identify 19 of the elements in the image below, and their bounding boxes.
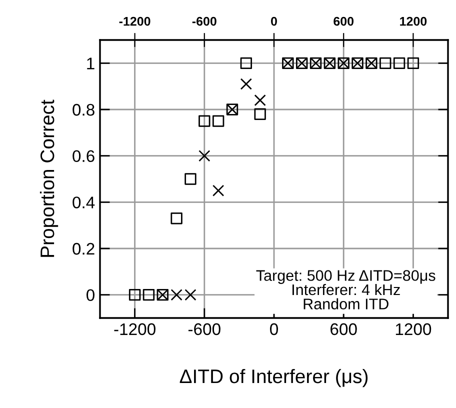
annotation: Target: 500 Hz ΔITD=80μs Interferer: 4 kHz Random ITD	[256, 270, 436, 310]
x-tick-label: 0	[270, 323, 278, 336]
y-axis-title: Proportion Correct	[40, 100, 58, 257]
x2-tick-label: -600	[192, 16, 216, 26]
x2-tick-label: 1200	[400, 16, 427, 26]
x2-tick-label: 0	[271, 16, 277, 26]
y-tick-label: 0.8	[72, 104, 94, 116]
y-tick-label: 0.6	[72, 150, 94, 162]
y-tick-label: 0.2	[72, 242, 94, 255]
x-tick-label: 1200	[396, 323, 432, 336]
y-tick-label: 0.4	[72, 196, 95, 208]
x-axis-title: ΔITD of Interferer (μs)	[180, 368, 368, 388]
x2-tick-label: -1200	[119, 16, 150, 26]
y-tick-label: 0	[86, 289, 94, 302]
x-tick-label: -1200	[114, 323, 156, 336]
x-tick-label: -600	[188, 323, 220, 336]
x-tick-label: 600	[330, 323, 357, 336]
x2-tick-label: 600	[334, 16, 354, 26]
y-tick-label: 1	[87, 58, 94, 70]
